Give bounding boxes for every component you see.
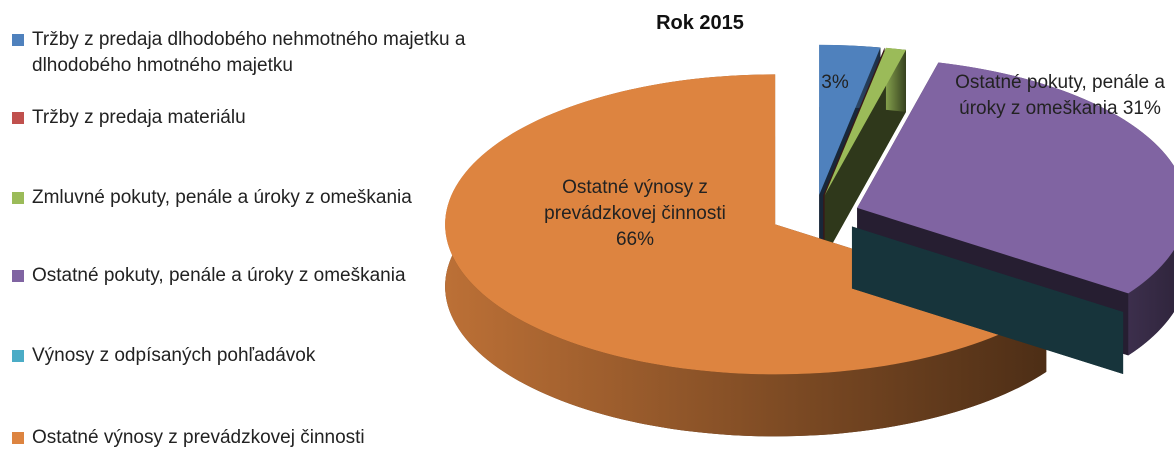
slice: [851, 226, 1124, 375]
data-label-value: 66%: [615, 229, 655, 250]
slice-top: [819, 44, 881, 195]
slice-wall: [851, 226, 1124, 375]
legend-swatch: [12, 192, 24, 204]
legend-swatch: [12, 432, 24, 444]
data-label: Ostatné pokuty, penále a úroky z omeškan…: [950, 70, 1170, 122]
legend-item: Tržby z predaja materiálu: [12, 105, 512, 131]
legend-label: Ostatné výnosy z prevádzkovej činnosti: [32, 427, 365, 448]
data-label-category: Ostatné pokuty, penále a úroky z omeškan…: [955, 72, 1165, 119]
slice-top: [824, 47, 906, 196]
legend-item: Výnosy z odpísaných pohľadávok: [12, 343, 512, 369]
data-label-value: 3%: [821, 72, 849, 93]
data-label: Ostatné výnosy z prevádzkovej činnosti 6…: [525, 175, 745, 253]
legend-item: Tržby z predaja dlhodobého nehmotného ma…: [12, 27, 512, 79]
legend-swatch: [12, 112, 24, 124]
legend-item: Zmluvné pokuty, penále a úroky z omeškan…: [12, 185, 512, 211]
legend-swatch: [12, 34, 24, 46]
legend-label: Tržby z predaja materiálu: [32, 107, 246, 128]
slice: [824, 47, 906, 258]
legend-label: Výnosy z odpísaných pohľadávok: [32, 345, 316, 366]
legend-swatch: [12, 350, 24, 362]
data-label-category: Ostatné výnosy z prevádzkovej činnosti: [544, 177, 726, 224]
legend-item: Ostatné pokuty, penále a úroky z omeškan…: [12, 263, 512, 289]
data-label: 3%: [800, 70, 870, 96]
legend-label: Tržby z predaja dlhodobého nehmotného ma…: [32, 29, 466, 76]
slice-top: [857, 62, 1174, 294]
legend-label: Ostatné pokuty, penále a úroky z omeškan…: [32, 265, 406, 286]
slice-wall: [824, 49, 906, 258]
legend-swatch: [12, 270, 24, 282]
chart-title: Rok 2015: [656, 12, 744, 34]
legend-item: Ostatné výnosy z prevádzkovej činnosti: [12, 425, 512, 450]
slice-side: [445, 74, 1047, 437]
data-label-value: 31%: [1122, 98, 1161, 119]
legend-label: Zmluvné pokuty, penále a úroky z omeškan…: [32, 187, 412, 208]
